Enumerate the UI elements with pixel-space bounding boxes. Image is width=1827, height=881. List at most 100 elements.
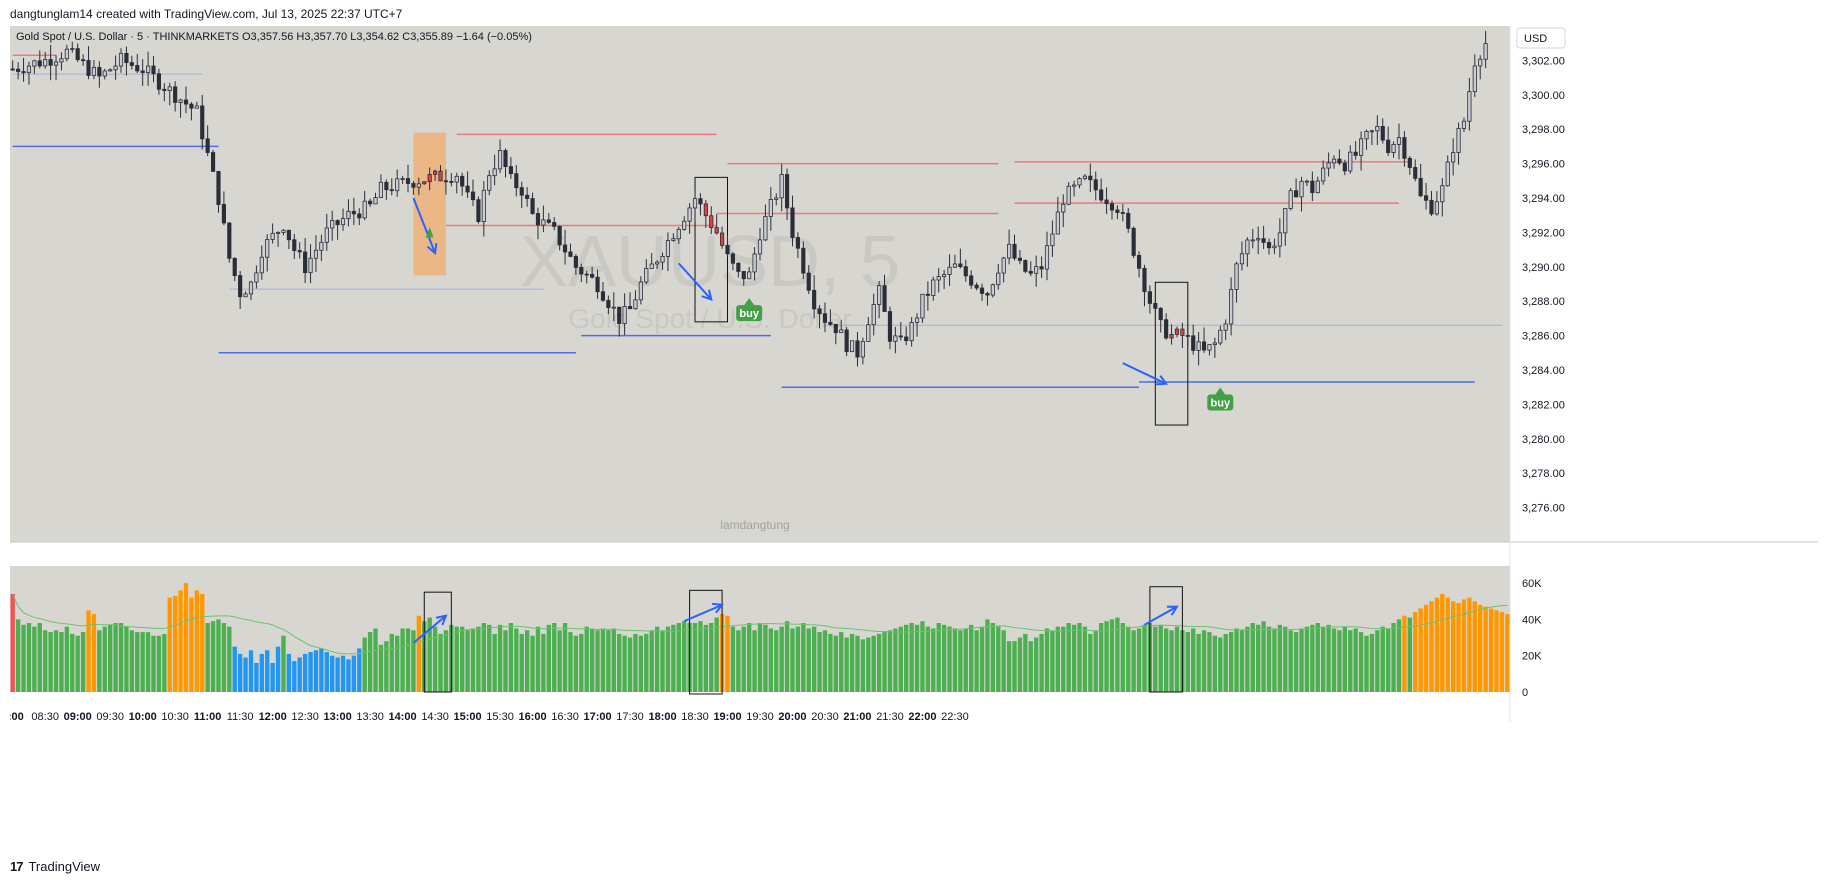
volume-bar	[1434, 597, 1440, 692]
volume-bar	[974, 630, 979, 692]
volume-bar	[1402, 615, 1407, 692]
volume-bar	[730, 626, 736, 692]
volume-bar	[416, 615, 422, 692]
chart-area[interactable]: XAUUSD, 5 Gold Spot / U.S. Dollar lamdangt…	[2, 26, 1818, 846]
candle-body	[113, 65, 118, 71]
volume-bar	[876, 633, 882, 692]
volume-bar	[1055, 626, 1060, 692]
volume-bar	[1277, 624, 1283, 692]
volume-bar	[32, 626, 37, 692]
candle-body	[801, 247, 806, 274]
volume-bar	[584, 626, 589, 692]
price-tick-label: 3,302.00	[1522, 55, 1565, 67]
candle-body	[611, 306, 616, 309]
volume-bar	[1331, 628, 1337, 692]
time-tick-label: 08:30	[31, 711, 59, 723]
volume-bar	[1505, 613, 1510, 692]
volume-bar	[1017, 637, 1023, 692]
time-tick-label: 17:30	[616, 711, 644, 723]
volume-bar	[1283, 626, 1288, 692]
candle-body	[573, 256, 578, 268]
volume-bar	[644, 633, 649, 692]
volume-bar	[931, 628, 936, 692]
volume-bar	[936, 623, 941, 692]
candle-body	[146, 65, 151, 73]
volume-bar	[795, 626, 801, 692]
candle-body	[108, 69, 113, 72]
candle-body	[525, 194, 530, 199]
candle-body	[1467, 91, 1472, 122]
volume-bar	[1115, 617, 1120, 692]
candle-body	[167, 86, 172, 92]
volume-bar	[1261, 621, 1266, 692]
legend-part-4: C3,355.89	[399, 31, 453, 43]
volume-bar	[941, 624, 947, 692]
volume-bar	[633, 633, 638, 692]
volume-bar	[302, 653, 308, 692]
price-tick-label: 3,276.00	[1522, 503, 1565, 515]
volume-bar	[871, 635, 876, 692]
candle-body	[698, 198, 703, 205]
candle-body	[709, 215, 714, 228]
legend-part-2: H3,357.70	[293, 31, 347, 43]
volume-bar	[1467, 597, 1472, 692]
candle-body	[21, 71, 26, 74]
volume-bar	[649, 630, 654, 692]
candle-body	[118, 52, 124, 67]
candle-body	[59, 58, 64, 63]
volume-bar	[1499, 612, 1505, 692]
candle-body	[1131, 227, 1136, 256]
volume-bar	[405, 628, 411, 692]
time-tick-label: 13:00	[324, 711, 352, 723]
volume-bar	[1315, 623, 1320, 692]
candle-body	[297, 250, 302, 253]
candle-body	[156, 73, 161, 90]
candle-body	[1034, 266, 1039, 274]
trend-arrow-1	[412, 197, 437, 254]
candle-body	[1012, 243, 1017, 259]
volume-bar	[330, 655, 335, 692]
volume-bar	[1234, 628, 1239, 692]
volume-bar	[427, 617, 432, 692]
volume-bar	[860, 639, 866, 692]
candle-body	[194, 105, 199, 109]
candle-body	[877, 285, 882, 305]
volume-bar	[833, 635, 838, 692]
candle-body	[1380, 126, 1385, 141]
candle-body	[1066, 185, 1071, 205]
price-tick-label: 3,300.00	[1522, 90, 1565, 102]
candle-body	[1440, 185, 1445, 203]
candle-body	[340, 218, 346, 226]
volume-tick-label: 0	[1522, 687, 1528, 699]
candle-body	[936, 276, 941, 281]
volume-bar	[882, 632, 887, 692]
candle-body	[887, 311, 893, 342]
candle-body	[1342, 162, 1347, 172]
time-tick-label: 14:30	[421, 711, 449, 723]
candle-body	[914, 317, 920, 323]
volume-bar	[535, 626, 541, 692]
candle-body	[579, 266, 584, 275]
time-tick-label: 20:30	[811, 711, 839, 723]
candle-body	[514, 173, 519, 189]
candle-body	[752, 253, 757, 273]
candle-body	[844, 329, 849, 353]
candle-body	[162, 88, 167, 92]
volume-bar	[1071, 624, 1077, 692]
volume-bar	[400, 628, 405, 692]
volume-bar	[200, 593, 205, 692]
candle-body	[784, 174, 790, 209]
buy-signal-arrow-icon	[744, 298, 755, 306]
candle-body	[535, 213, 541, 226]
volume-bar	[562, 623, 568, 692]
time-tick-label: 21:00	[843, 711, 871, 723]
currency-label: USD	[1524, 33, 1547, 45]
candle-body	[1185, 335, 1190, 337]
volume-bar	[1131, 630, 1136, 692]
volume-bar	[1445, 597, 1450, 692]
candle-body	[1120, 212, 1125, 214]
candle-body	[189, 103, 194, 109]
volume-bar	[1098, 623, 1104, 692]
volume-tick-label: 20K	[1522, 651, 1542, 663]
